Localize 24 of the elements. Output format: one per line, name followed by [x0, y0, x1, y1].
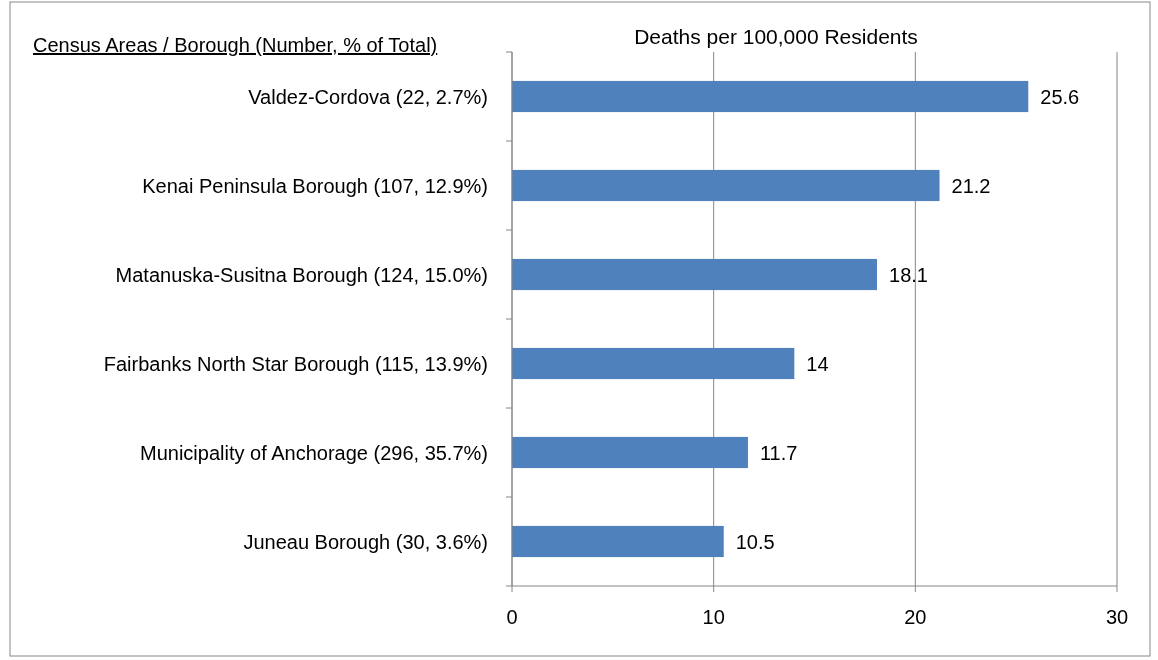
data-label: 10.5: [735, 530, 775, 553]
data-label: 14: [806, 352, 829, 375]
bar: [512, 347, 795, 380]
x-tick-label: 30: [1105, 606, 1129, 628]
data-label: 25.6: [1040, 85, 1080, 108]
x-tick-label: 0: [506, 606, 518, 628]
bar: [512, 258, 878, 291]
chart-title: Deaths per 100,000 Residents: [634, 25, 918, 48]
bar: [512, 436, 748, 469]
bar: [512, 525, 724, 558]
y-tick-label: Municipality of Anchorage (296, 35.7%): [140, 441, 488, 464]
y-tick-label: Kenai Peninsula Borough (107, 12.9%): [142, 174, 488, 197]
y-tick-label: Juneau Borough (30, 3.6%): [243, 530, 488, 553]
y-axis-title: Census Areas / Borough (Number, % of Total): [33, 34, 438, 56]
y-tick-label: Matanuska-Susitna Borough (124, 15.0%): [115, 263, 488, 286]
bar: [512, 169, 940, 202]
data-label: 11.7: [759, 441, 798, 464]
x-tick-label: 20: [904, 606, 927, 628]
data-label: 21.2: [951, 174, 991, 197]
y-tick-label: Fairbanks North Star Borough (115, 13.9%): [103, 352, 488, 375]
x-tick-label: 10: [702, 606, 725, 628]
data-label: 18.1: [889, 263, 928, 286]
y-tick-label: Valdez-Cordova (22, 2.7%): [248, 85, 488, 108]
bar: [512, 80, 1029, 113]
